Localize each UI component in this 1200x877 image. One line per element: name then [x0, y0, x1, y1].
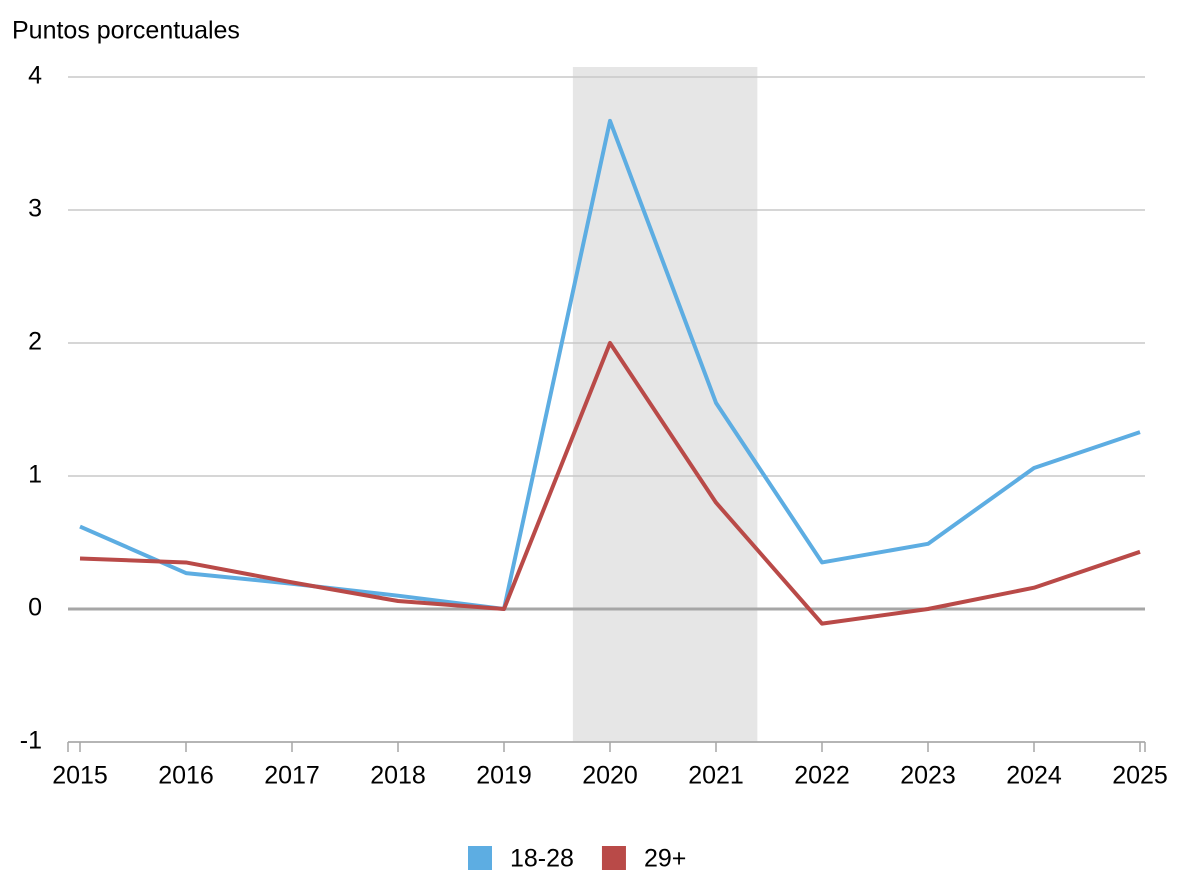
x-tick-label: 2015: [52, 762, 108, 790]
y-tick-label: -1: [20, 727, 42, 755]
y-tick-label: 2: [28, 328, 42, 356]
shaded-period: [572, 67, 758, 742]
y-tick-label: 1: [28, 461, 42, 489]
x-tick-label: 2017: [264, 762, 320, 790]
x-tick-label: 2022: [794, 762, 850, 790]
y-tick-label: 4: [28, 62, 42, 90]
series-line: [79, 341, 1141, 626]
y-tick-label: 3: [28, 195, 42, 223]
x-tick-label: 2023: [900, 762, 956, 790]
x-tick-label: 2024: [1006, 762, 1062, 790]
x-tick-label: 2019: [476, 762, 532, 790]
y-axis-label: Puntos porcentuales: [12, 17, 240, 45]
x-tick-label: 2021: [688, 762, 744, 790]
x-tick-label: 2020: [582, 762, 638, 790]
legend-swatch: [601, 846, 626, 870]
legend-swatch: [468, 846, 492, 870]
series-line: [79, 118, 1141, 611]
legend-label: 29+: [644, 845, 686, 873]
y-tick-label: 0: [28, 594, 42, 622]
x-tick-label: 2016: [158, 762, 214, 790]
legend-label: 18-28: [510, 845, 574, 873]
x-tick-label: 2025: [1112, 762, 1168, 790]
x-tick-label: 2018: [370, 762, 426, 790]
